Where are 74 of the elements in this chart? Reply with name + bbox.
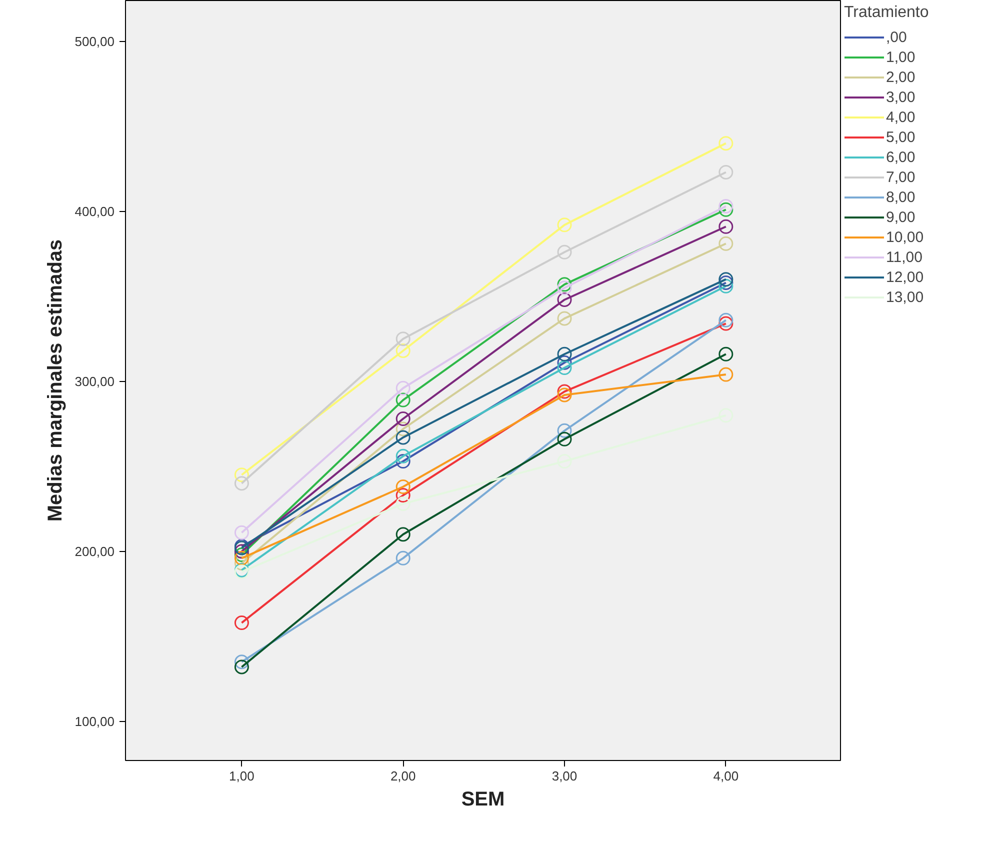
legend-label: 5,00 bbox=[886, 128, 916, 146]
point bbox=[718, 316, 734, 331]
point bbox=[718, 236, 734, 251]
y-tick-label: 300,00 bbox=[74, 374, 115, 389]
legend-label: 6,00 bbox=[886, 148, 916, 166]
point bbox=[234, 468, 249, 482]
point bbox=[557, 388, 572, 402]
legend-label: 11,00 bbox=[886, 248, 922, 266]
legend-label: ,00 bbox=[886, 28, 907, 46]
y-tick-label: 400,00 bbox=[74, 204, 115, 219]
point bbox=[557, 360, 572, 375]
point bbox=[718, 367, 734, 382]
point bbox=[718, 276, 734, 290]
x-axis-title: SEM bbox=[461, 788, 505, 810]
legend-title: Tratamiento bbox=[844, 4, 929, 22]
y-tick-label: 100,00 bbox=[74, 714, 115, 729]
point bbox=[396, 480, 410, 494]
point bbox=[396, 392, 410, 408]
point bbox=[557, 355, 572, 370]
point bbox=[718, 272, 734, 287]
point bbox=[718, 312, 734, 328]
y-axis-title: Medias marginales estimadas bbox=[44, 239, 67, 522]
point bbox=[557, 277, 572, 292]
point bbox=[718, 136, 734, 151]
y-tick-label: 200,00 bbox=[74, 544, 115, 559]
point bbox=[234, 654, 249, 670]
point bbox=[396, 454, 410, 468]
point bbox=[234, 660, 249, 674]
point bbox=[396, 488, 410, 502]
point bbox=[396, 422, 410, 436]
x-tick-label: 2,00 bbox=[390, 768, 416, 784]
legend-label: 2,00 bbox=[886, 68, 916, 86]
legend-label: 1,00 bbox=[886, 48, 916, 66]
x-tick-label: 3,00 bbox=[552, 768, 578, 784]
point bbox=[234, 616, 249, 630]
legend-label: 4,00 bbox=[886, 108, 916, 126]
point bbox=[234, 525, 249, 540]
point bbox=[557, 244, 572, 260]
point bbox=[396, 412, 410, 426]
point bbox=[234, 476, 249, 491]
point bbox=[718, 346, 734, 362]
point bbox=[557, 384, 572, 399]
point bbox=[557, 432, 572, 446]
point bbox=[234, 556, 249, 571]
point bbox=[557, 218, 572, 232]
legend-label: 3,00 bbox=[886, 88, 916, 106]
point bbox=[396, 496, 410, 512]
legend-label: 7,00 bbox=[886, 168, 916, 186]
point bbox=[396, 527, 410, 542]
legend-label: 10,00 bbox=[886, 228, 924, 246]
point bbox=[234, 550, 249, 566]
point bbox=[718, 219, 734, 234]
point bbox=[234, 548, 249, 562]
legend-label: 13,00 bbox=[886, 288, 924, 306]
legend-label: 8,00 bbox=[886, 188, 916, 206]
point bbox=[396, 430, 410, 445]
point bbox=[557, 346, 572, 362]
x-tick-label: 1,00 bbox=[229, 768, 254, 784]
point bbox=[557, 311, 572, 326]
point bbox=[718, 202, 734, 217]
point bbox=[557, 280, 572, 296]
legend-label: 12,00 bbox=[886, 268, 924, 286]
x-tick-label: 4,00 bbox=[713, 768, 739, 784]
legend-label: 9,00 bbox=[886, 208, 916, 226]
point bbox=[718, 164, 734, 180]
point bbox=[396, 448, 410, 464]
point bbox=[396, 344, 410, 358]
point bbox=[396, 380, 410, 396]
point bbox=[396, 332, 410, 346]
point bbox=[557, 423, 572, 438]
point bbox=[396, 550, 410, 566]
y-tick-label: 500,00 bbox=[74, 34, 115, 49]
point bbox=[557, 292, 572, 307]
point bbox=[718, 198, 734, 214]
